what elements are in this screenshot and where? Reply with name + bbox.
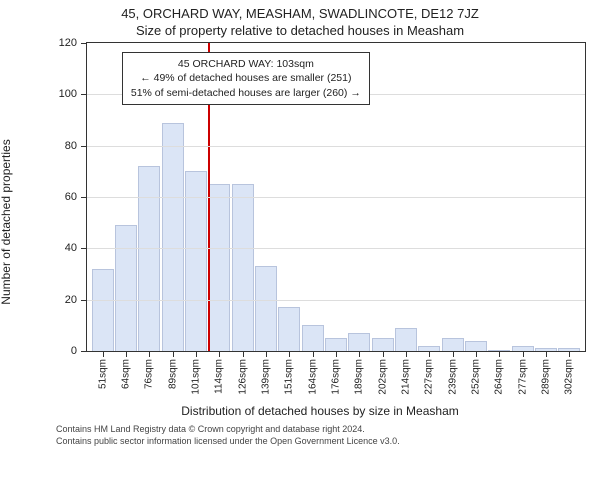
y-tick-label: 40 [65, 242, 77, 254]
plot-area: 51sqm64sqm76sqm89sqm101sqm114sqm126sqm13… [86, 42, 586, 352]
y-axis-label: Number of detached properties [0, 139, 13, 304]
bar [535, 348, 557, 351]
y-tick-label: 0 [71, 345, 77, 357]
x-tick [359, 352, 360, 357]
x-tick [266, 352, 267, 357]
x-tick-label: 277sqm [517, 359, 528, 395]
page-title-desc: Size of property relative to detached ho… [0, 21, 600, 42]
x-tick-label: 289sqm [540, 359, 551, 395]
x-tick-label: 89sqm [167, 359, 178, 389]
x-tick-label: 189sqm [354, 359, 365, 395]
x-tick [219, 352, 220, 357]
x-tick-label: 51sqm [97, 359, 108, 389]
y-tick-label: 80 [65, 140, 77, 152]
x-tick [289, 352, 290, 357]
x-tick [196, 352, 197, 357]
annotation-line1: 45 ORCHARD WAY: 103sqm [131, 57, 361, 71]
bar [138, 166, 160, 351]
x-tick [243, 352, 244, 357]
annotation-box: 45 ORCHARD WAY: 103sqm ← 49% of detached… [122, 52, 370, 105]
x-tick [313, 352, 314, 357]
x-tick [383, 352, 384, 357]
x-tick-label: 64sqm [120, 359, 131, 389]
x-tick-label: 202sqm [377, 359, 388, 395]
x-tick [406, 352, 407, 357]
x-tick [569, 352, 570, 357]
y-tick [81, 248, 86, 249]
x-tick-label: 114sqm [214, 359, 225, 394]
x-tick [126, 352, 127, 357]
x-tick-label: 139sqm [260, 359, 271, 395]
bar [348, 333, 370, 351]
gridline [87, 248, 585, 249]
footer-attribution: Contains HM Land Registry data © Crown c… [0, 418, 600, 447]
x-tick [103, 352, 104, 357]
y-tick-label: 100 [59, 88, 77, 100]
x-tick-label: 252sqm [470, 359, 481, 395]
y-tick-label: 60 [65, 191, 77, 203]
x-tick [523, 352, 524, 357]
y-tick-label: 120 [59, 37, 77, 49]
bar [232, 184, 254, 351]
bar [255, 266, 277, 351]
x-tick-label: 214sqm [400, 359, 411, 395]
bar [558, 348, 580, 351]
gridline [87, 300, 585, 301]
x-tick-label: 101sqm [190, 359, 201, 395]
bar [442, 338, 464, 351]
bar [185, 171, 207, 351]
bar [465, 341, 487, 351]
x-tick-label: 151sqm [284, 359, 295, 395]
x-tick-label: 164sqm [307, 359, 318, 395]
bar [488, 350, 510, 351]
x-tick-label: 239sqm [447, 359, 458, 395]
x-tick-label: 264sqm [494, 359, 505, 395]
bar [395, 328, 417, 351]
bar [372, 338, 394, 351]
annotation-line3: 51% of semi-detached houses are larger (… [131, 86, 361, 100]
y-tick [81, 351, 86, 352]
x-tick [476, 352, 477, 357]
x-tick-label: 227sqm [424, 359, 435, 395]
x-tick-label: 302sqm [564, 359, 575, 395]
x-tick [336, 352, 337, 357]
x-tick-label: 176sqm [330, 359, 341, 395]
bar [418, 346, 440, 351]
x-tick [453, 352, 454, 357]
y-tick [81, 197, 86, 198]
y-tick [81, 146, 86, 147]
gridline [87, 146, 585, 147]
footer-line2: Contains public sector information licen… [56, 436, 590, 448]
bar [115, 225, 137, 351]
page-title-address: 45, ORCHARD WAY, MEASHAM, SWADLINCOTE, D… [0, 0, 600, 21]
histogram-chart: Number of detached properties 51sqm64sqm… [54, 42, 586, 402]
bar [302, 325, 324, 351]
bar [325, 338, 347, 351]
bar [278, 307, 300, 351]
y-tick [81, 94, 86, 95]
annotation-line2: ← 49% of detached houses are smaller (25… [131, 71, 361, 85]
x-axis-label: Distribution of detached houses by size … [54, 404, 586, 418]
footer-line1: Contains HM Land Registry data © Crown c… [56, 424, 590, 436]
bar [208, 184, 230, 351]
x-tick-label: 126sqm [237, 359, 248, 395]
bar [92, 269, 114, 351]
gridline [87, 197, 585, 198]
x-tick [149, 352, 150, 357]
bar [512, 346, 534, 351]
x-tick [173, 352, 174, 357]
y-tick [81, 300, 86, 301]
y-tick [81, 43, 86, 44]
x-tick [546, 352, 547, 357]
bar [162, 123, 184, 351]
x-tick [499, 352, 500, 357]
y-tick-label: 20 [65, 294, 77, 306]
x-tick [429, 352, 430, 357]
x-tick-label: 76sqm [144, 359, 155, 389]
